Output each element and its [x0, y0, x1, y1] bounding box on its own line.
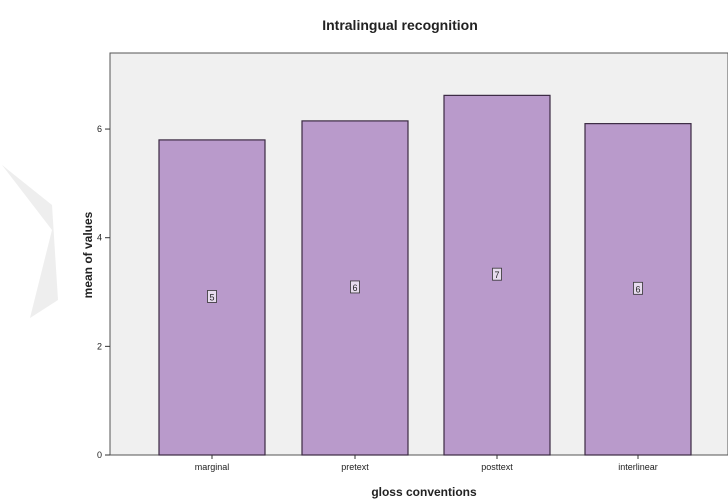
x-tick-label-marginal: marginal	[195, 462, 230, 472]
x-tick-label-interlinear: interlinear	[618, 462, 658, 472]
y-tick-label-0: 0	[97, 450, 102, 460]
y-tick-label-2: 2	[97, 341, 102, 351]
bar-label-marginal: 5	[209, 292, 214, 302]
bars: 5 6 7 6	[158, 94, 692, 456]
chart-title: Intralingual recognition	[322, 17, 478, 33]
bar-label-box-posttext	[492, 267, 502, 281]
bar-label-box-interlinear	[633, 281, 643, 295]
watermark-shape	[2, 165, 58, 318]
y-axis-label: mean of values	[81, 211, 95, 298]
bar-label-interlinear: 6	[635, 284, 640, 294]
y-tick-label-4: 4	[97, 233, 102, 243]
x-axis-label: gloss conventions	[371, 485, 477, 499]
x-tick-label-pretext: pretext	[341, 462, 369, 472]
y-tick-label-6: 6	[97, 124, 102, 134]
bar-label-box-marginal	[207, 290, 217, 303]
bar-label-box-pretext	[350, 280, 360, 294]
bar-label-posttext: 7	[494, 270, 499, 280]
x-tick-label-posttext: posttext	[481, 462, 513, 472]
axes: marginal pretext posttext interlinear 0 2 4 6	[97, 124, 658, 472]
bar-label-pretext: 6	[352, 283, 357, 293]
